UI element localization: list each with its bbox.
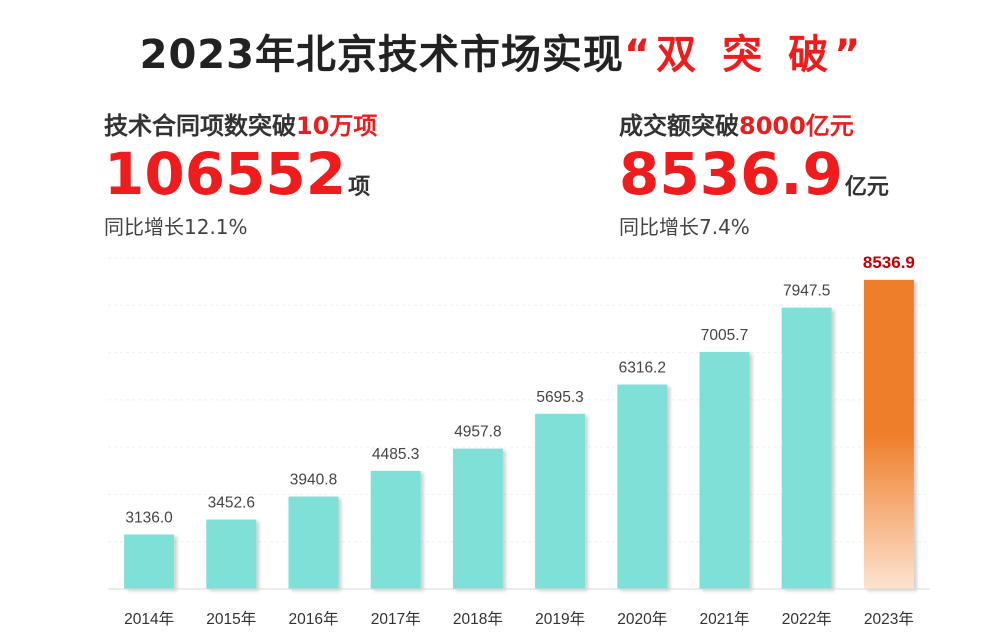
data-labels: 3136.0 3452.6 3940.8 4485.3 4957.8 5695.3 6316… xyxy=(125,253,915,527)
contracts-value-row: 106552项 xyxy=(104,145,377,203)
turnover-stat: 成交额突破8000亿元 8536.9亿元 同比增长7.4% xyxy=(619,106,889,240)
bar-2019年 xyxy=(535,413,586,589)
bar-2014年 xyxy=(124,534,175,589)
category-label: 2021年 xyxy=(700,610,750,628)
data-label: 7947.5 xyxy=(783,283,830,300)
data-label: 3136.0 xyxy=(125,509,173,526)
turnover-unit: 亿元 xyxy=(844,175,889,200)
bar-2023年 xyxy=(863,279,914,589)
turnover-value: 8536.9 xyxy=(619,140,843,208)
bar-2020年 xyxy=(617,384,668,589)
title-accent: “双 突 破” xyxy=(623,32,867,78)
chart-title: 2023年北京技术市场实现“双 突 破” xyxy=(0,22,1006,80)
data-label: 6316.2 xyxy=(619,360,666,377)
category-label: 2023年 xyxy=(864,610,914,628)
contracts-stat: 技术合同项数突破10万项 106552项 同比增长12.1% xyxy=(104,106,377,240)
category-label: 2015年 xyxy=(206,610,256,628)
data-label: 4957.8 xyxy=(454,424,501,441)
category-label: 2019年 xyxy=(535,610,585,628)
data-label: 3940.8 xyxy=(290,472,337,489)
bar-2017年 xyxy=(370,470,421,589)
bar-2021年 xyxy=(699,352,750,589)
title-main: 2023年北京技术市场实现 xyxy=(139,32,624,78)
turnover-headline: 成交额突破8000亿元 xyxy=(619,106,889,141)
bars xyxy=(124,279,914,589)
category-label: 2017年 xyxy=(371,610,421,628)
turnover-growth: 同比增长7.4% xyxy=(619,215,750,239)
turnover-headline-text: 成交额突破 xyxy=(619,112,739,140)
category-label: 2016年 xyxy=(289,610,339,628)
contracts-headline-text: 技术合同项数突破 xyxy=(104,112,296,140)
data-label: 7005.7 xyxy=(701,327,748,344)
data-label: 8536.9 xyxy=(863,253,915,272)
category-labels: 2014年 2015年 2016年 2017年 2018年 2019年 2020年 2021年… xyxy=(124,610,914,628)
category-label: 2018年 xyxy=(453,610,503,628)
data-label: 5695.3 xyxy=(536,389,583,406)
contracts-unit: 项 xyxy=(348,175,371,200)
bar-2016年 xyxy=(288,496,339,589)
bar-2015年 xyxy=(206,519,257,589)
turnover-headline-highlight: 8000亿元 xyxy=(739,112,854,140)
category-label: 2022年 xyxy=(782,610,832,628)
data-label: 4485.3 xyxy=(372,446,419,463)
contracts-growth: 同比增长12.1% xyxy=(104,215,248,239)
data-label: 3452.6 xyxy=(208,495,255,512)
bar-2018年 xyxy=(452,448,503,589)
bar-2022年 xyxy=(781,307,832,589)
turnover-value-row: 8536.9亿元 xyxy=(619,145,889,203)
category-label: 2020年 xyxy=(617,610,667,628)
contracts-headline-highlight: 10万项 xyxy=(296,112,378,140)
contracts-value: 106552 xyxy=(104,140,347,208)
contracts-headline: 技术合同项数突破10万项 xyxy=(104,106,377,141)
category-label: 2014年 xyxy=(124,610,174,628)
